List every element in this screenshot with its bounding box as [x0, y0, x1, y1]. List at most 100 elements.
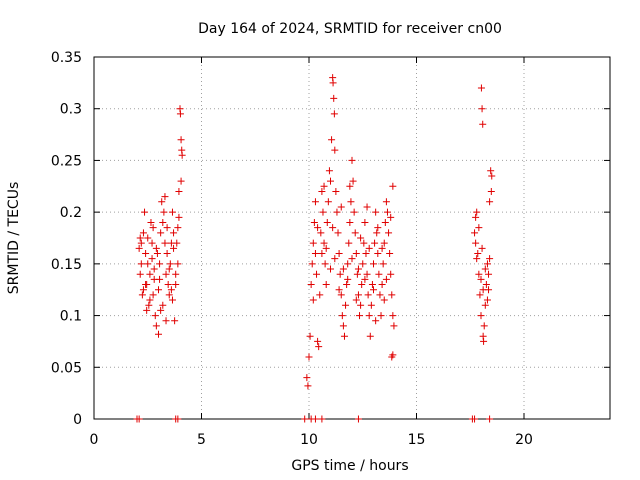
- data-point: [166, 260, 174, 268]
- x-tick-label: 15: [408, 432, 426, 448]
- data-point: [136, 270, 144, 278]
- data-point: [156, 275, 164, 283]
- data-point: [149, 224, 157, 232]
- data-point: [372, 208, 380, 216]
- data-point: [334, 229, 342, 237]
- data-point: [310, 218, 318, 226]
- data-point: [314, 337, 322, 345]
- data-point: [363, 270, 371, 278]
- data-point: [487, 187, 495, 195]
- data-point: [146, 296, 154, 304]
- data-point: [150, 265, 158, 273]
- data-point: [370, 260, 377, 268]
- data-point: [164, 281, 172, 289]
- data-point: [137, 260, 145, 268]
- data-point: [486, 198, 494, 206]
- data-point: [175, 213, 183, 221]
- data-point: [151, 312, 159, 320]
- data-point: [142, 281, 150, 289]
- data-point: [149, 291, 157, 299]
- data-point: [316, 291, 324, 299]
- data-point: [482, 281, 490, 289]
- data-point: [174, 224, 182, 232]
- data-point: [152, 244, 160, 252]
- data-point: [471, 229, 479, 237]
- data-point: [344, 275, 352, 283]
- data-point: [385, 229, 393, 237]
- data-point: [477, 84, 485, 92]
- plot-frame: [93, 56, 611, 420]
- data-point: [156, 260, 164, 268]
- data-point: [168, 296, 176, 304]
- data-point: [349, 177, 357, 185]
- data-point: [354, 291, 362, 299]
- data-point: [144, 260, 152, 268]
- x-tick-label: 0: [90, 432, 99, 448]
- data-point: [159, 301, 167, 309]
- data-point: [329, 224, 337, 232]
- data-point: [380, 296, 388, 304]
- data-point: [331, 146, 339, 154]
- data-point: [170, 244, 178, 252]
- data-point: [171, 317, 179, 325]
- data-point: [175, 187, 183, 195]
- data-point: [177, 136, 185, 144]
- data-point: [177, 177, 185, 185]
- data-point: [364, 291, 372, 299]
- data-point: [345, 239, 353, 247]
- data-point: [480, 337, 488, 345]
- data-point: [317, 229, 325, 237]
- data-point: [309, 239, 317, 247]
- data-point: [161, 193, 169, 201]
- data-point: [375, 270, 383, 278]
- data-point: [372, 317, 380, 325]
- data-point: [168, 208, 176, 216]
- data-point: [167, 286, 175, 294]
- data-point: [347, 198, 355, 206]
- data-point: [476, 291, 484, 299]
- data-point: [157, 306, 165, 314]
- data-point: [472, 239, 480, 247]
- data-point: [481, 301, 489, 309]
- data-point: [343, 281, 351, 289]
- data-point: [322, 281, 330, 289]
- data-point: [309, 296, 317, 304]
- data-point: [342, 301, 350, 309]
- data-point: [380, 239, 388, 247]
- data-point: [354, 265, 362, 273]
- data-point: [155, 330, 162, 338]
- data-point: [148, 239, 156, 247]
- data-point: [378, 244, 386, 252]
- data-point: [307, 281, 315, 289]
- data-point: [330, 110, 338, 118]
- data-point: [319, 208, 327, 216]
- data-point: [338, 312, 346, 320]
- data-point: [365, 312, 373, 320]
- data-point: [174, 260, 182, 268]
- data-point: [335, 286, 343, 294]
- data-point: [178, 151, 186, 159]
- data-point: [478, 244, 486, 252]
- data-point: [160, 208, 168, 216]
- data-point: [480, 322, 488, 330]
- data-point: [138, 291, 146, 299]
- data-point: [483, 296, 491, 304]
- data-point: [323, 218, 331, 226]
- data-point: [152, 322, 160, 330]
- data-point: [158, 198, 166, 206]
- data-point: [155, 286, 162, 294]
- data-point: [315, 343, 323, 351]
- data-point: [337, 291, 345, 299]
- data-point: [348, 255, 356, 263]
- data-point: [336, 270, 344, 278]
- data-point: [352, 250, 360, 258]
- data-point: [165, 265, 173, 273]
- axis-ticks: 0 5 10 15 20 0 0.05 0.1 0.15 0.2 0.25 0.3 0.35: [51, 50, 610, 448]
- data-point: [382, 275, 390, 283]
- y-tick-label: 0.2: [60, 205, 82, 221]
- data-point: [143, 306, 151, 314]
- data-point: [148, 255, 156, 263]
- data-point: [346, 218, 354, 226]
- data-point: [327, 265, 334, 273]
